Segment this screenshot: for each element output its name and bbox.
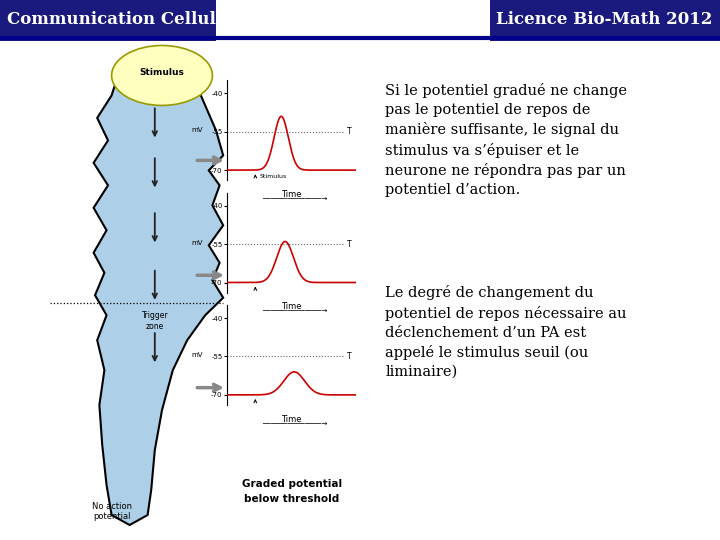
Text: Stimulus: Stimulus bbox=[259, 174, 287, 179]
Text: Time: Time bbox=[282, 190, 302, 199]
Text: Stimulus: Stimulus bbox=[140, 69, 184, 77]
Text: ──────────────→: ──────────────→ bbox=[263, 421, 328, 427]
Text: T: T bbox=[347, 352, 352, 361]
Text: ──────────────→: ──────────────→ bbox=[263, 197, 328, 202]
Text: No action
potential: No action potential bbox=[91, 502, 132, 521]
Text: T: T bbox=[347, 127, 352, 136]
Text: Time: Time bbox=[282, 302, 302, 312]
Bar bbox=[490, 0, 720, 40]
Text: T: T bbox=[347, 240, 352, 248]
Ellipse shape bbox=[112, 45, 212, 105]
Y-axis label: mV: mV bbox=[192, 240, 203, 246]
Polygon shape bbox=[94, 60, 223, 525]
Text: Graded potential: Graded potential bbox=[241, 478, 342, 489]
Text: Trigger
zone: Trigger zone bbox=[142, 311, 168, 330]
Text: ──────────────→: ──────────────→ bbox=[263, 309, 328, 315]
Y-axis label: mV: mV bbox=[192, 127, 203, 133]
Text: Time: Time bbox=[282, 415, 302, 424]
Text: Communication Cellulaire: Communication Cellulaire bbox=[7, 11, 253, 28]
Text: Si le potentiel gradué ne change
pas le potentiel de repos de
manière suffisante: Si le potentiel gradué ne change pas le … bbox=[385, 83, 627, 197]
Bar bbox=[0, 0, 216, 40]
Text: Licence Bio-Math 2012: Licence Bio-Math 2012 bbox=[496, 11, 713, 28]
Text: Le degré de changement du
potentiel de repos nécessaire au
déclenchement d’un PA: Le degré de changement du potentiel de r… bbox=[385, 285, 626, 379]
Text: below threshold: below threshold bbox=[244, 494, 339, 504]
Y-axis label: mV: mV bbox=[192, 352, 203, 358]
